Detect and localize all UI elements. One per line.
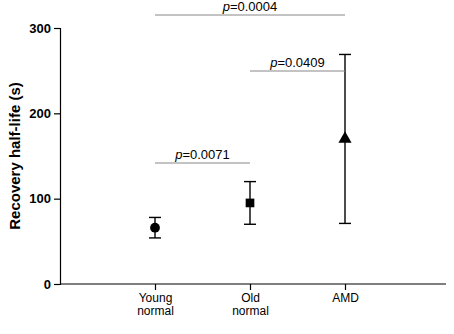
error-bar bbox=[339, 54, 351, 223]
y-tick: 0 bbox=[44, 277, 60, 292]
x-axis: Youngnormal Oldnormal AMD bbox=[137, 284, 359, 318]
y-tick-mark bbox=[54, 113, 60, 114]
x-tick: AMD bbox=[332, 284, 359, 305]
y-tick-mark bbox=[54, 199, 60, 200]
y-tick: 100 bbox=[29, 191, 60, 206]
error-bar-cap bbox=[339, 223, 351, 224]
significance: p=0.0409 bbox=[250, 55, 345, 71]
bracket bbox=[155, 162, 250, 163]
x-tick: Youngnormal bbox=[137, 284, 174, 318]
error-bar-cap bbox=[244, 181, 256, 182]
error-bar-cap bbox=[339, 54, 351, 55]
x-tick-label: AMD bbox=[332, 291, 359, 305]
y-axis-title: Recovery half-life (s) bbox=[6, 82, 23, 230]
y-axis-line bbox=[54, 29, 61, 285]
bracket bbox=[250, 70, 345, 71]
point bbox=[338, 131, 351, 142]
x-tick-label: Youngnormal bbox=[137, 291, 174, 319]
y-axis: 0 100 200 300 bbox=[29, 21, 60, 292]
y-tick-mark bbox=[54, 28, 60, 29]
bracket bbox=[155, 14, 345, 15]
y-tick-label: 300 bbox=[29, 21, 51, 36]
x-tick-mark bbox=[345, 284, 346, 290]
x-tick-mark bbox=[155, 284, 156, 290]
error-bar-cap bbox=[149, 237, 161, 238]
y-tick-label: 0 bbox=[44, 277, 51, 292]
x-tick-label: Oldnormal bbox=[232, 291, 269, 319]
error-bar bbox=[244, 182, 256, 225]
p-value: p=0.0004 bbox=[222, 0, 278, 14]
point bbox=[150, 223, 160, 233]
p-value: p=0.0409 bbox=[269, 55, 325, 70]
x-tick: Oldnormal bbox=[232, 284, 269, 318]
plot-area bbox=[149, 54, 352, 237]
error-bar-cap bbox=[244, 224, 256, 225]
point bbox=[246, 199, 255, 208]
significance: p=0.0071 bbox=[155, 147, 250, 163]
significance: p=0.0004 bbox=[155, 0, 345, 15]
x-tick-mark bbox=[250, 284, 251, 290]
y-tick-mark bbox=[54, 284, 60, 285]
chart: 0 100 200 300 Youngnormal Oldnormal AMD Recover… bbox=[0, 0, 454, 334]
y-tick-label: 100 bbox=[29, 191, 51, 206]
y-tick-label: 200 bbox=[29, 106, 51, 121]
y-tick: 300 bbox=[29, 21, 60, 36]
y-tick: 200 bbox=[29, 106, 60, 121]
x-axis-line bbox=[60, 283, 446, 284]
error-bar bbox=[149, 217, 161, 237]
error-bar-cap bbox=[149, 217, 161, 218]
p-value: p=0.0071 bbox=[174, 147, 230, 162]
